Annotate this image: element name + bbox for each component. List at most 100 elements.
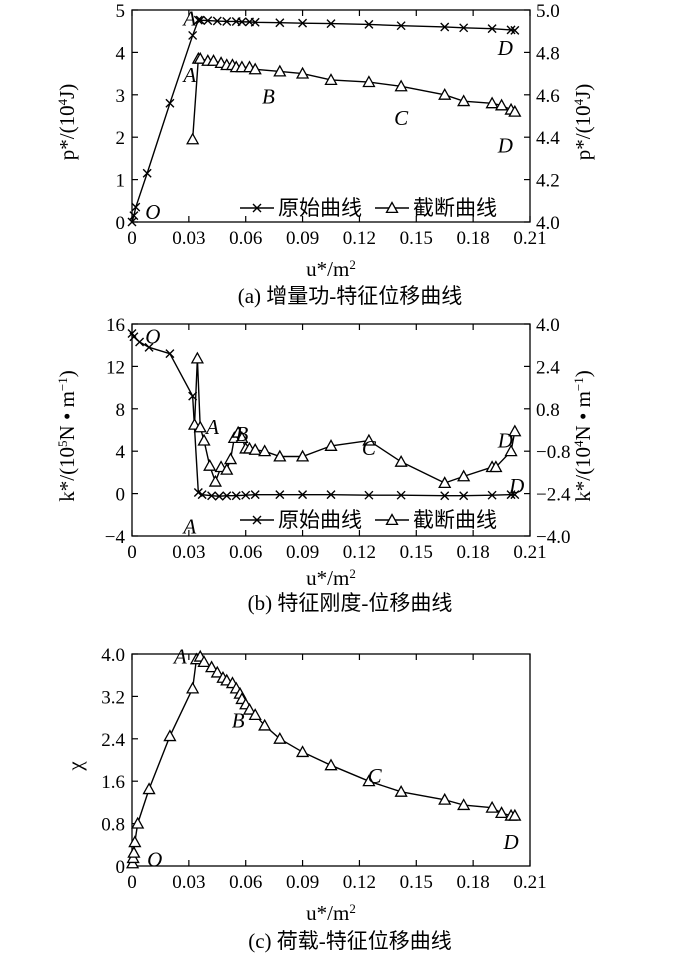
data-point [504, 444, 518, 457]
point-label: B [236, 422, 249, 446]
x-axis-label: u*/m2 [306, 566, 356, 591]
data-point [394, 784, 408, 797]
y2-tick-label: 4.0 [536, 315, 560, 336]
point-label: D [508, 474, 524, 498]
data-point [131, 816, 145, 829]
y2-axis-label-sup: 4 [571, 440, 586, 447]
data-point [506, 490, 516, 500]
data-point [459, 23, 469, 33]
data-point [208, 474, 222, 487]
point-label: O [147, 848, 162, 872]
y-tick-label: 8 [116, 400, 126, 421]
x-tick-label: 0.12 [343, 228, 376, 249]
legend-marker [252, 203, 262, 213]
y2-axis-label-sup: 4 [571, 98, 586, 105]
y-axis-label-text: p*/(10 [55, 105, 79, 160]
series-1 [187, 351, 522, 489]
data-point [203, 458, 217, 471]
x-tick-label: 0.18 [457, 872, 490, 893]
data-point [510, 25, 520, 35]
legend-marker [385, 201, 399, 214]
data-point [242, 702, 257, 715]
data-point [186, 132, 200, 145]
series-0 [127, 15, 520, 227]
y-axis-label-text: χ [63, 761, 87, 772]
legend-label: 截断曲线 [413, 196, 497, 220]
y2-axis-label-text: p*/(10 [571, 105, 595, 160]
point-label: A [181, 6, 196, 30]
x-tick-label: 0.12 [343, 542, 376, 563]
data-point [214, 491, 224, 501]
data-point [241, 490, 251, 500]
point-label: B [262, 84, 275, 108]
x-tick-label: 0.15 [400, 228, 433, 249]
x-tick-label: 0.09 [286, 872, 319, 893]
data-point [142, 782, 156, 795]
y2-tick-label: 4.2 [536, 171, 560, 192]
legend: 原始曲线 截断曲线 [240, 508, 497, 532]
y2-axis-label: k*/(104N • m−1) [571, 370, 596, 502]
point-label: O [145, 325, 160, 349]
data-point [326, 490, 336, 500]
data-point [494, 806, 509, 819]
point-label: D [497, 36, 513, 60]
data-point [197, 490, 207, 500]
data-point [258, 444, 272, 457]
legend-marker [385, 513, 399, 526]
data-point [508, 808, 522, 821]
series-1 [186, 51, 522, 145]
data-point [248, 62, 262, 75]
data-point [193, 420, 207, 433]
y-tick-label: 5 [116, 1, 126, 22]
x-axis-label-text: u*/m [306, 901, 349, 925]
y-tick-label: 12 [106, 357, 125, 378]
y-tick-label: −4 [105, 527, 126, 548]
data-point [508, 104, 522, 117]
x-tick-label: 0.21 [513, 542, 546, 563]
point-label: D [502, 830, 518, 854]
y-tick-label: 3 [116, 86, 126, 107]
data-point [326, 19, 336, 29]
data-point [295, 66, 310, 79]
data-point [248, 443, 262, 455]
data-point [457, 798, 471, 811]
data-point [203, 16, 213, 26]
data-point [193, 51, 207, 64]
data-point [508, 424, 522, 437]
data-point [362, 75, 376, 88]
x-axis-label-sup: 2 [349, 901, 356, 916]
data-point [394, 79, 408, 92]
data-point [237, 17, 247, 27]
y-tick-label: 4.0 [101, 645, 125, 666]
y-tick-label: 1 [116, 171, 126, 192]
x-axis-label-sup: 2 [349, 566, 356, 581]
data-point [195, 15, 205, 25]
data-point [364, 19, 374, 29]
data-point [204, 660, 219, 673]
data-point [163, 729, 177, 742]
y2-tick-label: 0.8 [536, 400, 560, 421]
x-axis-label-text: u*/m [306, 566, 349, 590]
data-point [275, 18, 285, 28]
y-tick-label: 0 [116, 213, 126, 234]
data-point [222, 491, 232, 501]
x-axis-label-text: u*/m [306, 257, 349, 281]
data-point [485, 96, 499, 109]
x-tick-label: 0.09 [286, 228, 319, 249]
data-point [128, 835, 142, 848]
chart-2: 0 0.03 0.06 0.09 0.12 0.15 0.18 0.21 0 0.8 1.6 2.4 3… [63, 645, 547, 953]
data-point [396, 490, 406, 500]
point-label: A [181, 63, 196, 87]
y2-tick-label: 4.0 [536, 213, 560, 234]
data-point [457, 469, 471, 482]
point-label: C [394, 106, 409, 130]
data-point [459, 491, 469, 501]
figure-caption: (c) 荷载-特征位移曲线 [248, 929, 452, 953]
data-point [222, 16, 232, 26]
data-point [394, 454, 408, 467]
x-tick-label: 0.03 [172, 228, 205, 249]
data-point [197, 433, 211, 446]
data-point [489, 460, 503, 473]
data-point [197, 655, 211, 667]
y2-tick-label: −2.4 [536, 485, 571, 506]
